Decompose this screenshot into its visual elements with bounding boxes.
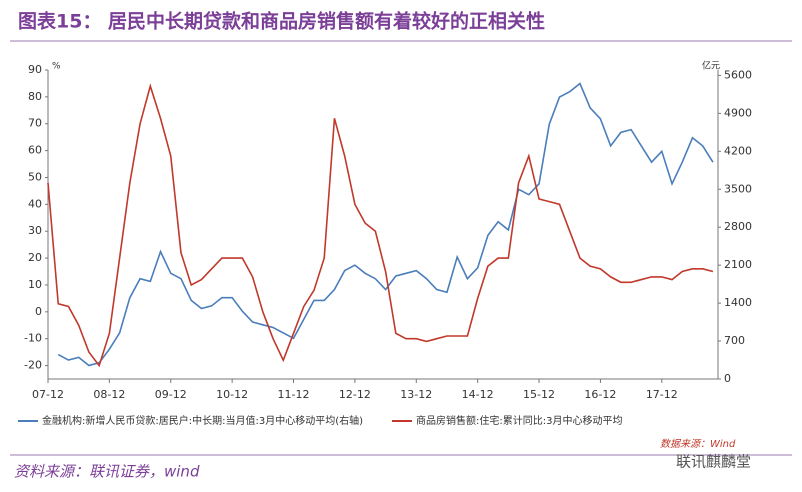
y-axis-label: % (52, 62, 61, 72)
x-tick-label: 08-12 (93, 388, 125, 401)
y-tick-label: 90 (28, 63, 42, 76)
chart-title: 图表15： 居民中长期贷款和商品房销售额有着较好的正相关性 (18, 10, 545, 33)
y2-tick-label: 700 (724, 334, 745, 347)
x-tick-label: 17-12 (646, 388, 678, 401)
brand: 联讯麒麟堂 (676, 453, 751, 471)
y2-tick-label: 5600 (724, 68, 752, 81)
y-tick-label: 70 (28, 117, 42, 130)
y2-tick-label: 4900 (724, 106, 752, 119)
x-tick-label: 11-12 (278, 388, 310, 401)
y2-tick-label: 4200 (724, 144, 752, 157)
y-tick-label: 60 (28, 144, 42, 157)
y-tick-label: 50 (28, 170, 42, 183)
y-tick-label: 30 (28, 224, 42, 237)
legend-label: 商品房销售额:住宅:累计同比:3月中心移动平均 (416, 414, 622, 427)
x-tick-label: 13-12 (400, 388, 432, 401)
x-tick-label: 15-12 (523, 388, 555, 401)
y-tick-label: 0 (35, 305, 42, 318)
y2-tick-label: 2800 (724, 220, 752, 233)
x-tick-label: 14-12 (462, 388, 494, 401)
y-tick-label: -10 (24, 332, 42, 345)
y2-tick-label: 0 (724, 372, 731, 385)
source: 资料来源：联讯证券，wind (14, 463, 200, 481)
legend-label: 金融机构:新增人民币贷款:居民户:中长期:当月值:3月中心移动平均(右轴) (42, 414, 363, 427)
y-tick-label: 10 (28, 278, 42, 291)
y-tick-label: -20 (24, 359, 42, 372)
y2-tick-label: 1400 (724, 296, 752, 309)
y-tick-label: 20 (28, 251, 42, 264)
y2-tick-label: 2100 (724, 258, 752, 271)
y-tick-label: 80 (28, 90, 42, 103)
x-tick-label: 16-12 (584, 388, 616, 401)
y2-axis-label: 亿元 (702, 60, 720, 72)
x-tick-label: 12-12 (339, 388, 371, 401)
x-tick-label: 07-12 (32, 388, 64, 401)
y2-tick-label: 3500 (724, 182, 752, 195)
x-tick-label: 09-12 (155, 388, 187, 401)
x-tick-label: 10-12 (216, 388, 248, 401)
series-line (47, 83, 714, 368)
y-tick-label: 40 (28, 197, 42, 210)
watermark: 数据来源：Wind (660, 438, 736, 450)
series-line (57, 82, 714, 367)
